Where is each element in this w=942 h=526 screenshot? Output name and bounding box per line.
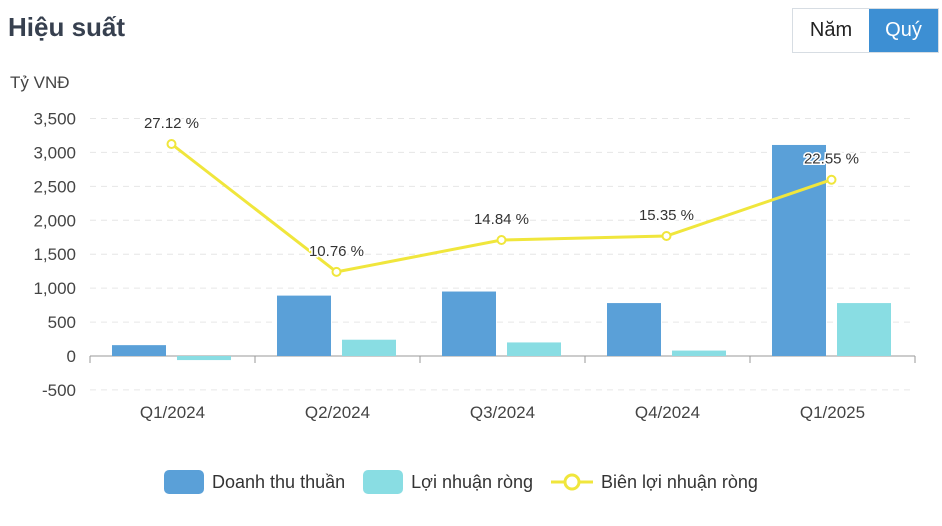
x-tick-label: Q1/2025 xyxy=(800,403,865,422)
y-tick-label: 1,000 xyxy=(33,279,76,298)
chart-legend: Doanh thu thuần Lợi nhuận ròng Biên lợi … xyxy=(164,470,776,494)
page-title: Hiệu suất xyxy=(8,12,126,42)
margin-point xyxy=(496,234,507,245)
legend-item-margin[interactable]: Biên lợi nhuận ròng xyxy=(551,470,758,494)
y-tick-label: 3,500 xyxy=(33,110,76,129)
bar-profit xyxy=(837,303,891,356)
margin-data-label: 27.12 % xyxy=(144,115,199,132)
y-tick-label: -500 xyxy=(42,381,76,400)
bar-profit xyxy=(177,356,231,361)
y-tick-label: 2,500 xyxy=(33,177,76,196)
bar-profit xyxy=(342,339,396,356)
legend-label-profit: Lợi nhuận ròng xyxy=(411,471,534,492)
bar-revenue xyxy=(277,295,331,356)
y-tick-label: 0 xyxy=(67,347,76,366)
legend-item-profit[interactable]: Lợi nhuận ròng xyxy=(363,470,533,494)
y-tick-label: 3,000 xyxy=(33,143,76,162)
bar-revenue xyxy=(772,144,826,356)
margin-data-label: 10.76 % xyxy=(309,243,364,260)
bar-revenue xyxy=(442,291,496,356)
margin-data-label: 15.35 % xyxy=(639,207,694,224)
legend-item-revenue[interactable]: Doanh thu thuần xyxy=(164,470,345,494)
margin-point xyxy=(661,231,672,242)
margin-data-label: 14.84 % xyxy=(474,211,529,228)
legend-label-margin: Biên lợi nhuận ròng xyxy=(601,471,758,492)
margin-data-label: 22.55 % xyxy=(804,151,859,168)
y-axis-label: Tỷ VNĐ xyxy=(10,73,70,92)
y-tick-label: 2,000 xyxy=(33,211,76,230)
y-tick-label: 1,500 xyxy=(33,245,76,264)
legend-swatch-revenue xyxy=(164,470,204,494)
x-tick-label: Q3/2024 xyxy=(470,403,535,422)
x-tick-label: Q4/2024 xyxy=(635,403,700,422)
bar-profit xyxy=(507,342,561,356)
bar-profit xyxy=(672,350,726,356)
performance-chart: Tỷ VNĐ 3,500 3,000 2,500 2,000 1,500 1,000 500 0… xyxy=(10,73,916,422)
legend-swatch-profit xyxy=(363,470,404,494)
period-toggle: Năm Quý xyxy=(792,8,939,53)
legend-swatch-margin xyxy=(551,473,594,491)
y-tick-label: 500 xyxy=(48,313,76,332)
margin-point xyxy=(826,174,837,185)
margin-line xyxy=(170,142,832,274)
margin-point xyxy=(166,139,177,149)
legend-label-revenue: Doanh thu thuần xyxy=(212,471,346,492)
bar-revenue xyxy=(112,345,166,356)
margin-point xyxy=(331,266,342,277)
quarter-toggle-button[interactable]: Quý xyxy=(869,9,938,52)
x-tick-label: Q2/2024 xyxy=(305,403,370,422)
x-tick-label: Q1/2024 xyxy=(140,403,205,422)
bar-revenue xyxy=(607,303,661,356)
year-toggle-button[interactable]: Năm xyxy=(793,9,869,52)
